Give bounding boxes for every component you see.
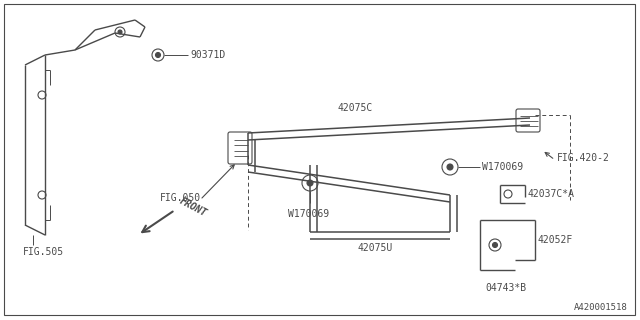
FancyBboxPatch shape bbox=[516, 109, 540, 132]
FancyBboxPatch shape bbox=[228, 132, 252, 164]
Circle shape bbox=[156, 52, 161, 58]
Text: W170069: W170069 bbox=[482, 162, 523, 172]
Circle shape bbox=[493, 243, 497, 247]
Text: FRONT: FRONT bbox=[178, 196, 209, 219]
Text: 42075U: 42075U bbox=[357, 243, 392, 253]
Circle shape bbox=[118, 30, 122, 34]
Text: 90371D: 90371D bbox=[190, 50, 225, 60]
Text: FIG.420-2: FIG.420-2 bbox=[557, 153, 610, 163]
Text: FIG.505: FIG.505 bbox=[23, 247, 64, 257]
Text: 42052F: 42052F bbox=[538, 235, 573, 245]
Text: 42037C*A: 42037C*A bbox=[528, 189, 575, 199]
Text: 42075C: 42075C bbox=[337, 103, 372, 113]
Circle shape bbox=[307, 180, 313, 186]
Text: W170069: W170069 bbox=[288, 209, 329, 219]
Text: 04743*B: 04743*B bbox=[485, 283, 526, 293]
Circle shape bbox=[447, 164, 453, 170]
Text: A420001518: A420001518 bbox=[574, 303, 628, 312]
Text: FIG.050: FIG.050 bbox=[160, 193, 201, 203]
